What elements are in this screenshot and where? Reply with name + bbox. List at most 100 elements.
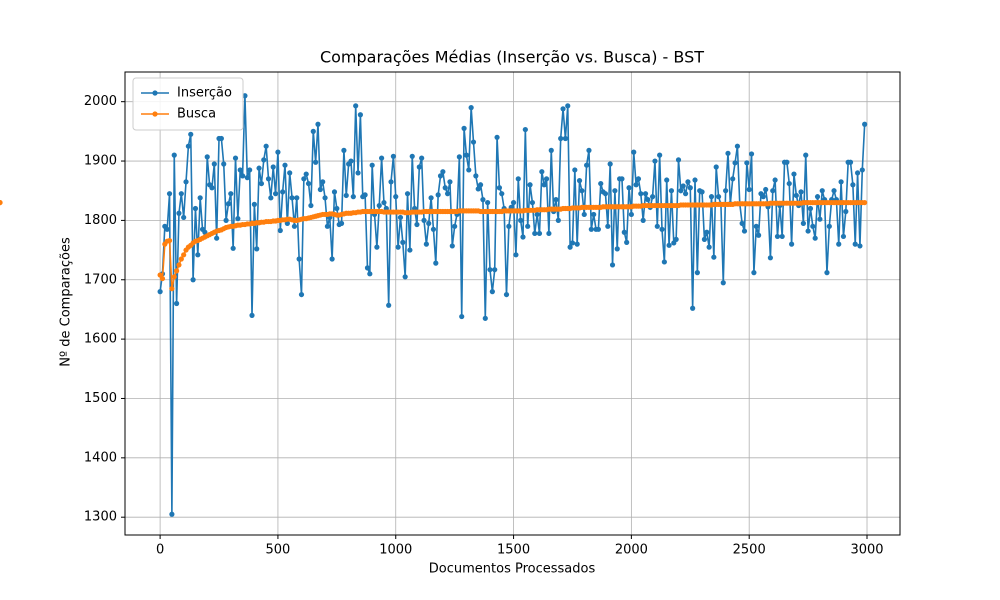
chart-title: Comparações Médias (Inserção vs. Busca) … xyxy=(320,48,704,67)
data-point xyxy=(254,246,260,252)
data-point xyxy=(574,241,580,247)
data-point xyxy=(221,161,227,167)
data-point xyxy=(291,223,298,229)
data-point xyxy=(350,194,356,200)
data-point xyxy=(619,176,625,182)
data-point xyxy=(456,154,462,160)
data-point xyxy=(638,191,644,197)
data-point xyxy=(612,188,618,194)
data-point xyxy=(633,182,639,188)
data-point xyxy=(225,201,232,207)
data-point xyxy=(315,121,321,127)
data-point xyxy=(862,199,868,206)
data-point xyxy=(810,223,816,229)
data-point xyxy=(475,186,481,192)
data-point xyxy=(468,105,474,111)
data-point xyxy=(357,112,363,118)
data-point xyxy=(492,267,498,273)
data-point xyxy=(534,211,540,218)
data-point xyxy=(388,179,394,185)
data-point xyxy=(843,208,849,215)
data-point xyxy=(174,300,180,307)
data-point xyxy=(767,255,774,261)
data-point xyxy=(699,189,705,195)
data-point xyxy=(595,226,601,232)
data-point xyxy=(668,188,675,194)
data-point xyxy=(706,244,712,250)
data-point xyxy=(329,256,335,262)
data-point xyxy=(287,170,293,176)
data-point xyxy=(701,236,708,242)
data-point xyxy=(477,182,484,188)
data-point xyxy=(805,228,811,234)
data-point xyxy=(230,245,236,251)
data-point xyxy=(659,226,665,232)
data-point xyxy=(261,157,267,163)
data-point xyxy=(256,165,262,171)
data-point xyxy=(192,205,199,212)
data-point xyxy=(586,147,592,153)
data-point xyxy=(181,214,187,221)
x-tick-label: 0 xyxy=(156,543,164,558)
data-point xyxy=(214,235,220,241)
data-point xyxy=(421,217,427,223)
data-point xyxy=(692,177,698,183)
data-point xyxy=(367,271,373,277)
data-point xyxy=(395,244,401,250)
data-point xyxy=(506,223,512,229)
data-point xyxy=(419,155,425,161)
data-point xyxy=(654,223,660,229)
data-point xyxy=(690,305,696,311)
data-point xyxy=(631,149,637,155)
data-point xyxy=(713,164,719,170)
data-point xyxy=(789,241,795,247)
data-point xyxy=(807,205,814,212)
data-point xyxy=(548,147,554,153)
data-point xyxy=(838,179,844,185)
data-point xyxy=(313,159,319,165)
data-point xyxy=(317,186,323,193)
data-point xyxy=(720,280,726,286)
x-tick-label: 1000 xyxy=(379,543,412,558)
data-point xyxy=(541,182,547,188)
data-point xyxy=(303,171,309,177)
data-point xyxy=(666,242,672,248)
data-point xyxy=(461,125,467,131)
data-point xyxy=(584,162,590,168)
data-point xyxy=(289,195,295,201)
y-tick-label: 1900 xyxy=(84,154,117,169)
data-point xyxy=(715,194,722,200)
data-point xyxy=(242,93,248,99)
data-point xyxy=(482,315,488,321)
data-point xyxy=(270,164,276,170)
data-point xyxy=(859,167,865,173)
data-point xyxy=(268,195,274,201)
data-point xyxy=(223,217,229,223)
data-point xyxy=(546,230,552,237)
data-point xyxy=(673,236,679,242)
data-point xyxy=(209,185,215,191)
data-point xyxy=(635,176,642,182)
y-tick-label: 1700 xyxy=(84,272,117,287)
data-point xyxy=(480,197,486,203)
legend-marker xyxy=(152,111,158,117)
data-point xyxy=(850,182,856,188)
data-point xyxy=(426,220,432,226)
data-point xyxy=(181,252,187,258)
data-point xyxy=(296,256,302,262)
data-point xyxy=(652,158,658,164)
data-point xyxy=(852,241,858,247)
data-point xyxy=(576,178,583,184)
data-point xyxy=(341,147,347,153)
data-point xyxy=(536,230,543,237)
data-point xyxy=(565,103,571,109)
data-point xyxy=(680,183,686,189)
data-point xyxy=(642,191,649,197)
data-point xyxy=(496,185,503,191)
data-point xyxy=(249,312,255,318)
data-point xyxy=(369,162,375,168)
data-point xyxy=(258,180,265,187)
data-point xyxy=(178,191,184,197)
data-point xyxy=(661,259,667,265)
y-tick-label: 1500 xyxy=(84,391,117,406)
